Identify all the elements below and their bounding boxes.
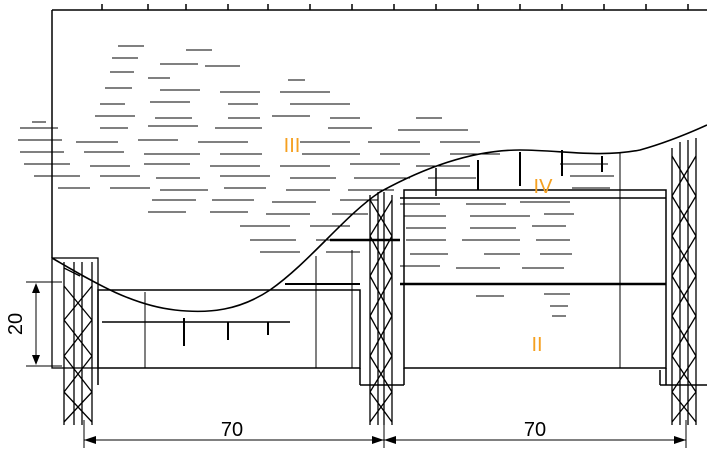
left-bin <box>97 250 361 385</box>
material-surface-curve <box>51 124 707 313</box>
center-lattice-column <box>360 192 404 425</box>
region-iii-label: III <box>284 135 301 157</box>
height-dimension-label: 20 <box>5 313 27 335</box>
right-bin <box>330 150 667 385</box>
right-width-dimension-label: 70 <box>524 419 546 441</box>
right-lattice-column <box>659 138 707 425</box>
frame <box>51 4 707 258</box>
width-dimensions <box>83 420 687 448</box>
height-dimension <box>26 281 62 367</box>
region-iv-label: IV <box>534 176 554 198</box>
left-lattice-column <box>51 257 99 425</box>
region-ii-label: II <box>531 334 542 356</box>
left-width-dimension-label: 70 <box>221 419 243 441</box>
